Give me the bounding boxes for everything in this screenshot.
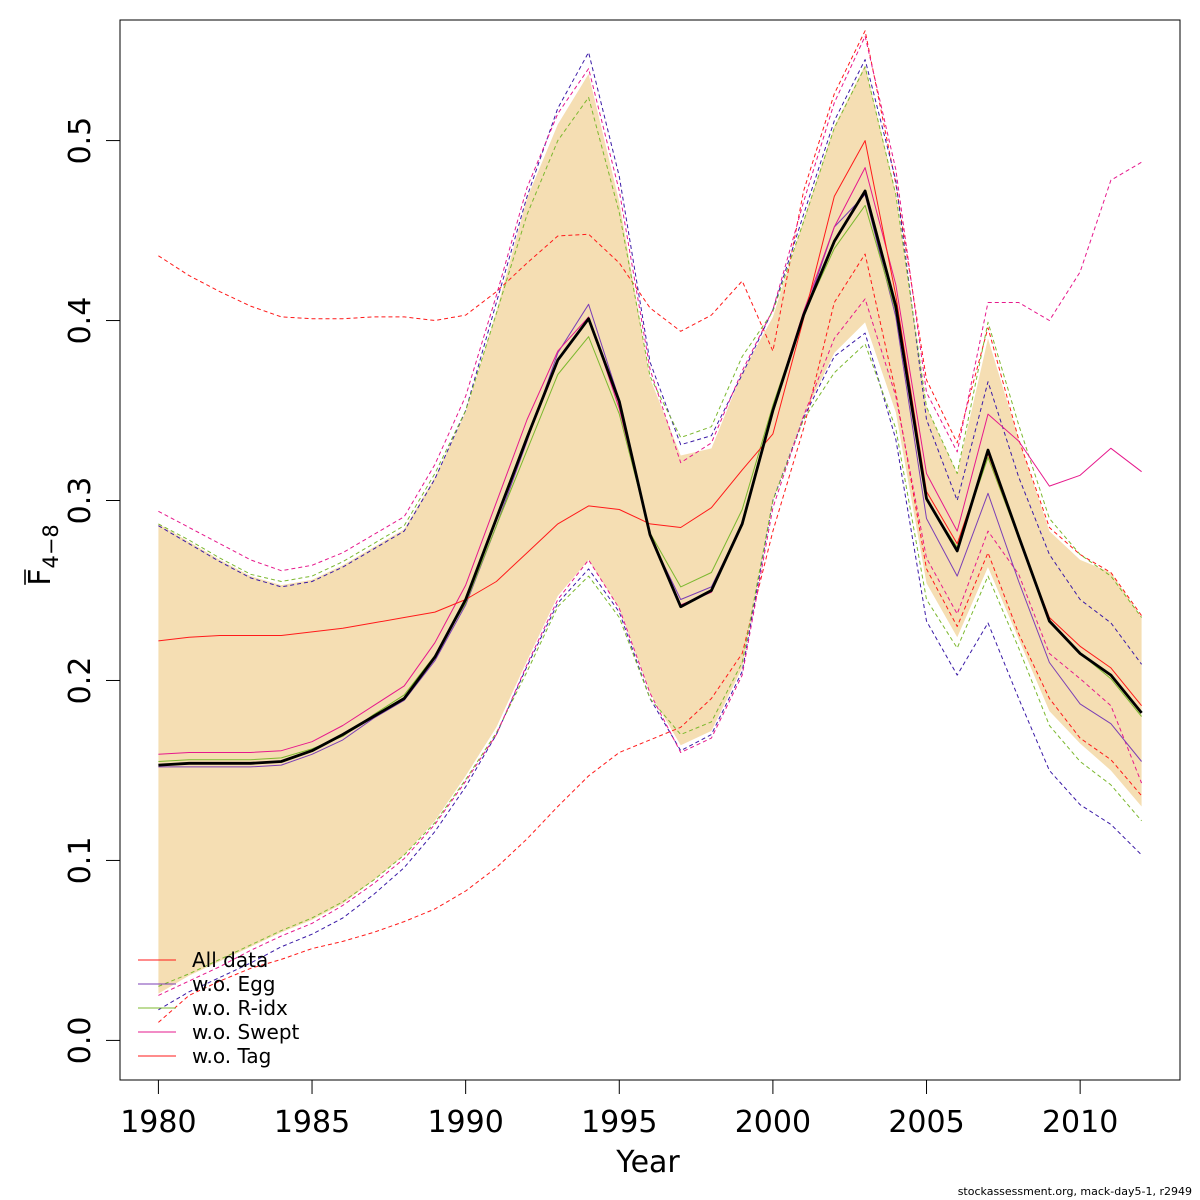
series-w-o-egg-lower [158, 332, 1142, 1011]
series-w-o-tag-lower [158, 253, 1142, 1023]
y-axis-label: F4−8 [23, 524, 63, 586]
y-tick-label: 0.3 [63, 477, 98, 525]
x-tick-label: 1990 [427, 1105, 503, 1140]
series-layer [158, 30, 1143, 1023]
y-axis-label-main: F [23, 569, 58, 586]
legend-label: w.o. Tag [192, 1044, 271, 1068]
x-tick-label: 1980 [120, 1105, 196, 1140]
x-tick-label: 2000 [735, 1105, 811, 1140]
y-tick-label: 0.4 [63, 297, 98, 345]
y-tick-label-group: 0.3 [63, 477, 98, 525]
series-w-o-r-idx-lower [158, 343, 1142, 987]
legend-label: w.o. Swept [192, 1020, 300, 1044]
x-tick-label: 2010 [1042, 1105, 1118, 1140]
y-tick-label-group: 0.2 [63, 657, 98, 705]
series-w-o-swept-upper [158, 35, 1142, 572]
x-axis-label: Year [615, 1145, 680, 1180]
y-axis: 0.0 0.1 0.2 0.3 0.4 0.5 [63, 117, 121, 1065]
y-axis-label-subscript: 4−8 [39, 524, 63, 568]
y-tick-label-group: 0.1 [63, 837, 98, 885]
y-tick-label: 0.0 [63, 1017, 98, 1065]
y-tick-label-group: 0.5 [63, 117, 98, 165]
y-tick-label-group: 0.4 [63, 297, 98, 345]
svg-text:F4−8: F4−8 [23, 524, 63, 586]
legend-label: w.o. R-idx [192, 996, 288, 1020]
series-w-o-tag-upper [158, 30, 1143, 616]
legend-label: All data [192, 948, 268, 972]
x-axis: 1980 1985 1990 1995 2000 2005 2010 [120, 1079, 1118, 1140]
series-w-o-r-idx-upper [158, 66, 1143, 618]
y-tick-label-group: 0.0 [63, 1017, 98, 1065]
series-w-o-swept-lower [158, 298, 1143, 996]
y-tick-label: 0.1 [63, 837, 98, 885]
footer-credit: stockassessment.org, mack-day5-1, r2949 [957, 1185, 1192, 1198]
legend-label: w.o. Egg [192, 972, 276, 996]
y-tick-label: 0.5 [63, 117, 98, 165]
series-all-data [158, 189, 1143, 767]
x-tick-label: 2005 [888, 1105, 964, 1140]
x-tick-label: 1985 [274, 1105, 350, 1140]
x-tick-label: 1995 [581, 1105, 657, 1140]
y-tick-label: 0.2 [63, 657, 98, 705]
